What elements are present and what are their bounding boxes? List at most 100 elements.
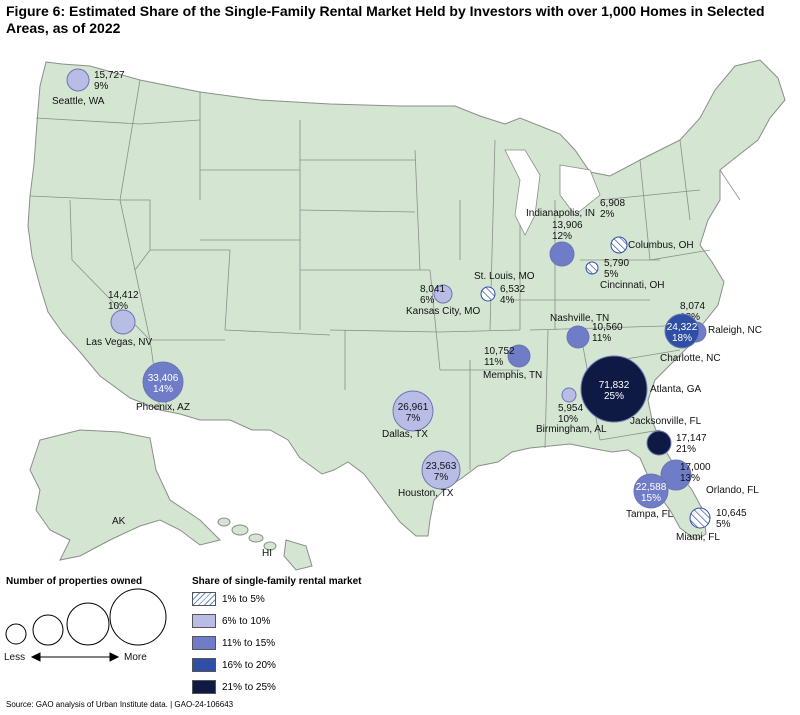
share-legend-swatch: [192, 680, 216, 694]
city-count-orlando-fl: 17,000: [680, 462, 711, 473]
figure-title: Figure 6: Estimated Share of the Single-…: [6, 3, 765, 36]
city-bubble-miami-fl: [689, 507, 711, 529]
city-bubble-seattle-wa: [66, 68, 90, 92]
city-share-nashville-tn: 11%: [592, 333, 611, 344]
city-name-charlotte-nc: Charlotte, NC: [660, 353, 721, 364]
size-legend-title: Number of properties owned: [6, 576, 143, 587]
city-share-las-vegas-nv: 10%: [108, 301, 128, 312]
city-name-columbus-oh: Columbus, OH: [628, 240, 694, 251]
city-count-atlanta-ga: 71,832: [599, 380, 630, 391]
city-count-memphis-tn: 10,752: [484, 346, 515, 357]
share-legend-item: 11% to 15%: [192, 635, 275, 651]
city-bubble-atlanta-ga: [580, 355, 648, 423]
city-share-indianapolis-in: 12%: [552, 231, 572, 242]
city-name-seattle-wa: Seattle, WA: [52, 96, 105, 107]
share-legend-item: 16% to 20%: [192, 657, 276, 673]
city-name-kansas-city-mo: Kansas City, MO: [406, 306, 480, 317]
share-legend-label: 6% to 10%: [222, 615, 271, 627]
hawaii-landmass: [217, 517, 313, 571]
city-share-jacksonville-fl: 21%: [676, 444, 696, 455]
city-count-st-louis-mo: 6,532: [500, 284, 525, 295]
city-bubble-memphis-tn: [507, 344, 531, 368]
city-count-indianapolis-in: 13,906: [552, 220, 583, 231]
city-share-seattle-wa: 9%: [94, 81, 109, 92]
size-legend-more: More: [124, 652, 147, 663]
city-name-las-vegas-nv: Las Vegas, NV: [86, 337, 152, 348]
city-count-charlotte-nc: 24,322: [667, 322, 698, 333]
city-count-kansas-city-mo: 8,041: [420, 284, 445, 295]
contiguous-us-landmass: [27, 59, 786, 541]
city-name-indianapolis-in: Indianapolis, IN: [526, 208, 595, 219]
city-count-dallas-tx: 26,961: [398, 402, 429, 413]
city-count-birmingham-al: 5,954: [558, 403, 583, 414]
state-label-ak: AK: [112, 516, 126, 527]
city-name-nashville-tn: Nashville, TN: [550, 313, 609, 324]
city-share-tampa-fl: 15%: [641, 493, 661, 504]
share-legend-swatch: [192, 636, 216, 650]
city-count-phoenix-az: 33,406: [148, 373, 179, 384]
city-share-st-louis-mo: 4%: [500, 295, 515, 306]
city-bubble-houston-tx: [421, 450, 461, 490]
city-count-miami-fl: 10,645: [716, 508, 747, 519]
city-share-orlando-fl: 13%: [680, 473, 700, 484]
city-count-seattle-wa: 15,727: [94, 70, 125, 81]
alaska-landmass: [29, 429, 221, 561]
city-name-miami-fl: Miami, FL: [676, 532, 720, 543]
city-bubble-orlando-fl: [660, 459, 692, 491]
size-legend-circle-1: [5, 623, 27, 645]
state-label-hi: HI: [262, 548, 272, 559]
city-share-kansas-city-mo: 6%: [420, 295, 435, 306]
city-bubble-indianapolis-in: [549, 241, 575, 267]
city-name-houston-tx: Houston, TX: [398, 488, 454, 499]
city-count-nashville-tn: 10,560: [592, 322, 623, 333]
size-legend-less: Less: [4, 652, 25, 663]
city-name-cincinnati-oh: Cincinnati, OH: [600, 280, 664, 291]
city-share-birmingham-al: 10%: [558, 414, 578, 425]
city-bubble-cincinnati-oh: [585, 261, 599, 275]
share-legend-swatch: [192, 592, 216, 606]
city-share-columbus-oh: 2%: [600, 209, 615, 220]
city-bubble-charlotte-nc: [664, 313, 700, 349]
city-bubble-dallas-tx: [392, 390, 434, 432]
city-share-dallas-tx: 7%: [406, 413, 421, 424]
city-bubble-jacksonville-fl: [646, 430, 672, 456]
city-bubble-nashville-tn: [566, 325, 590, 349]
city-count-las-vegas-nv: 14,412: [108, 290, 139, 301]
size-legend-circle-4: [109, 588, 167, 646]
city-share-miami-fl: 5%: [716, 519, 731, 530]
size-legend-circle-3: [66, 602, 110, 646]
city-bubble-kansas-city-mo: [433, 284, 453, 304]
source-note: Source: GAO analysis of Urban Institute …: [6, 700, 234, 709]
share-legend-item: 21% to 25%: [192, 679, 276, 695]
city-bubble-tampa-fl: [633, 473, 669, 509]
great-lakes: [504, 149, 601, 236]
city-count-raleigh-nc: 8,074: [680, 301, 705, 312]
city-name-atlanta-ga: Atlanta, GA: [650, 384, 701, 395]
share-legend-title: Share of single-family rental market: [192, 576, 362, 587]
city-share-phoenix-az: 14%: [153, 384, 173, 395]
share-legend-item: 1% to 5%: [192, 591, 265, 607]
city-name-dallas-tx: Dallas, TX: [382, 429, 428, 440]
share-legend-swatch: [192, 658, 216, 672]
size-legend: [5, 588, 167, 646]
city-name-jacksonville-fl: Jacksonville, FL: [630, 416, 702, 427]
city-name-phoenix-az: Phoenix, AZ: [136, 402, 190, 413]
city-name-raleigh-nc: Raleigh, NC: [708, 325, 762, 336]
city-name-orlando-fl: Orlando, FL: [706, 485, 759, 496]
city-share-houston-tx: 7%: [434, 472, 449, 483]
city-share-memphis-tn: 11%: [484, 357, 503, 368]
city-count-jacksonville-fl: 17,147: [676, 433, 707, 444]
share-legend-label: 1% to 5%: [222, 593, 265, 605]
city-bubble-columbus-oh: [610, 236, 628, 254]
share-legend-label: 16% to 20%: [222, 659, 276, 671]
share-legend-label: 21% to 25%: [222, 681, 276, 693]
share-legend-swatch: [192, 614, 216, 628]
city-name-birmingham-al: Birmingham, AL: [536, 424, 607, 435]
city-name-st-louis-mo: St. Louis, MO: [474, 271, 535, 282]
city-bubble-st-louis-mo: [480, 286, 496, 302]
city-name-memphis-tn: Memphis, TN: [483, 370, 542, 381]
city-bubble-phoenix-az: [142, 361, 184, 403]
city-name-tampa-fl: Tampa, FL: [626, 509, 674, 520]
